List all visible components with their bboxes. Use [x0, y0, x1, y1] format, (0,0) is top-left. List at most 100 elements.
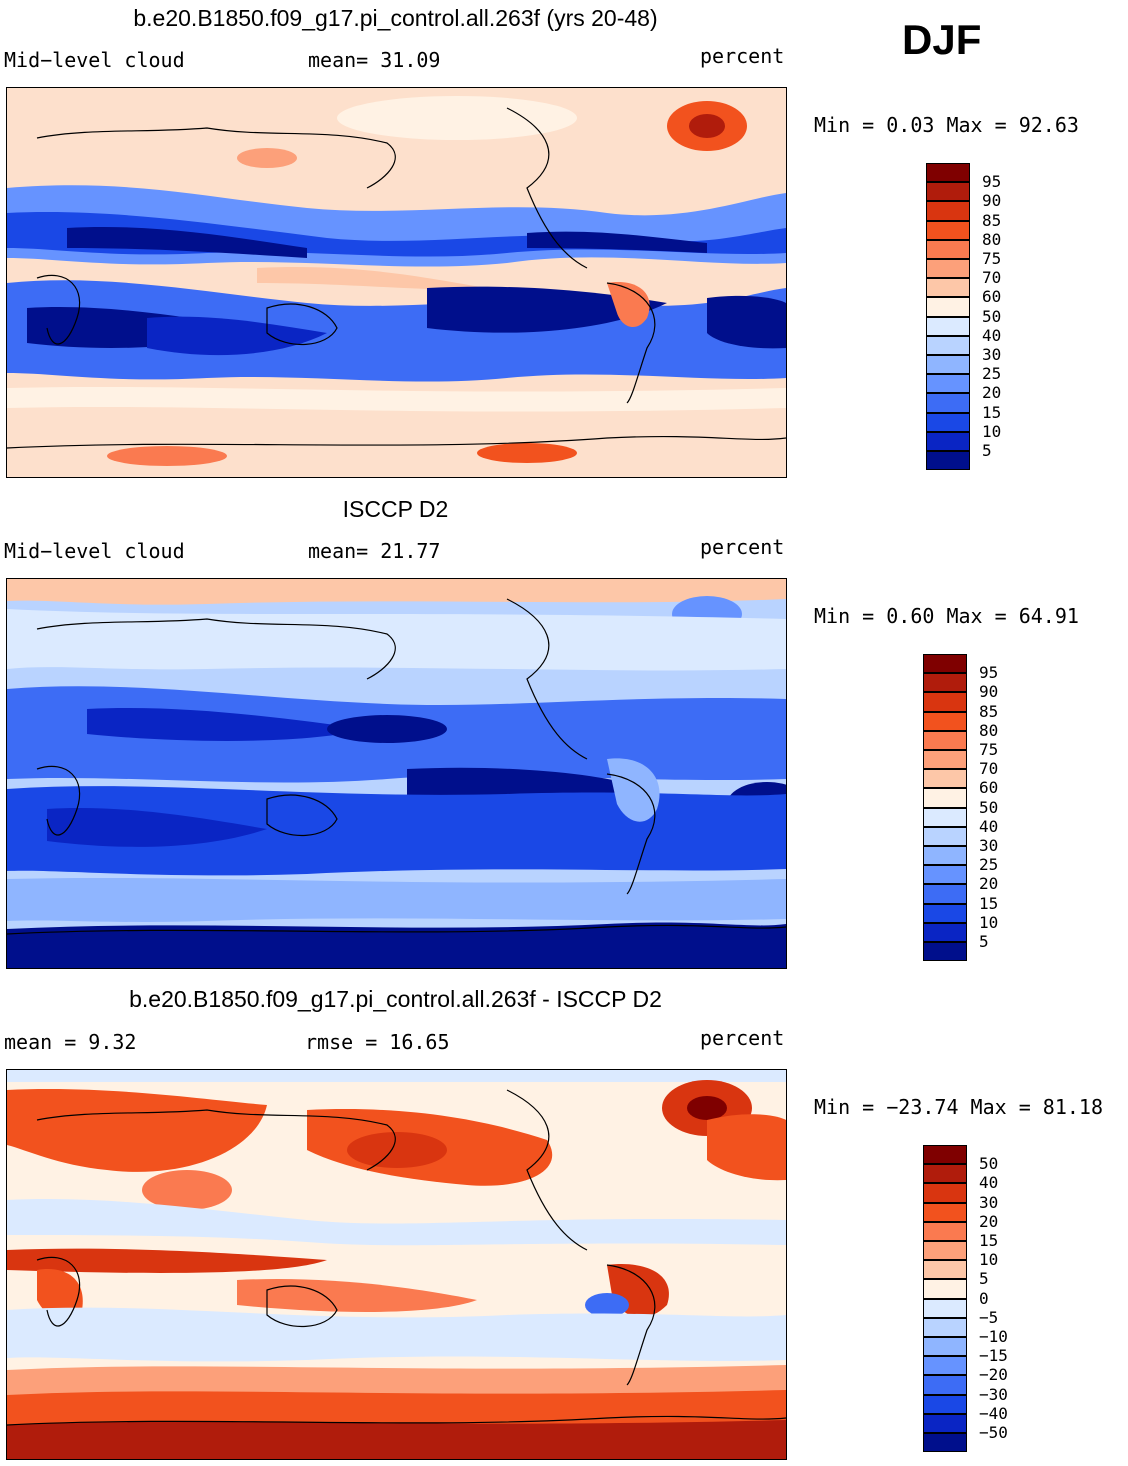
colorbar-swatch — [923, 1202, 967, 1222]
colorbar-swatch — [926, 239, 970, 259]
colorbar-label: 0 — [979, 1288, 989, 1308]
panel-3-title: b.e20.B1850.f09_g17.pi_control.all.263f … — [129, 986, 662, 1012]
season-label: DJF — [902, 16, 982, 63]
colorbar-label: 40 — [979, 816, 999, 836]
colorbar-swatch — [926, 412, 970, 432]
colorbar-swatch — [926, 431, 970, 451]
colorbar-label: 5 — [979, 932, 989, 951]
colorbar-label: −30 — [979, 1384, 1008, 1404]
colorbar-label: −40 — [979, 1403, 1008, 1423]
colorbar-swatch — [926, 182, 970, 202]
colorbar-label: 30 — [979, 836, 999, 855]
colorbar-swatch — [923, 730, 967, 750]
colorbar-swatch — [923, 922, 967, 942]
colorbar-label: 95 — [979, 663, 999, 683]
panel-3-mean: mean = 9.32 — [4, 1030, 137, 1054]
colorbar-swatch — [923, 826, 967, 846]
colorbar-label: 50 — [979, 797, 999, 817]
colorbar-label: 30 — [979, 1192, 999, 1212]
colorbar-swatch — [923, 1260, 967, 1280]
colorbar-swatch — [923, 1413, 967, 1433]
colorbar-label: 15 — [982, 402, 1002, 422]
colorbar-label: 80 — [982, 229, 1002, 249]
panel-3-map — [6, 1069, 787, 1460]
colorbar-label: 75 — [982, 249, 1002, 268]
panel-3-min-max: Min = −23.74 Max = 81.18 — [814, 1095, 1103, 1119]
colorbar-label: 25 — [982, 364, 1002, 384]
colorbar-label: 85 — [979, 701, 999, 721]
panel-1-mean: mean= 31.09 — [308, 48, 441, 72]
colorbar-swatch — [923, 1433, 967, 1453]
panel-2-min-max: Min = 0.60 Max = 64.91 — [814, 604, 1079, 628]
panel-3-rmse: rmse = 16.65 — [305, 1030, 450, 1054]
colorbar-swatch — [926, 335, 970, 355]
colorbar-swatch — [923, 1183, 967, 1203]
colorbar-swatch — [926, 316, 970, 336]
colorbar-swatch — [923, 846, 967, 866]
colorbar-label: 40 — [979, 1173, 999, 1193]
colorbar-label: 15 — [979, 893, 999, 913]
colorbar-swatch — [923, 673, 967, 693]
colorbar-label: 90 — [982, 191, 1002, 211]
colorbar-swatch — [923, 1394, 967, 1414]
colorbar-swatch — [923, 750, 967, 770]
colorbar-swatch — [923, 1317, 967, 1337]
colorbar-swatch — [923, 711, 967, 731]
colorbar-swatch — [926, 220, 970, 240]
colorbar-label: 75 — [979, 740, 999, 759]
colorbar-label: 40 — [982, 325, 1002, 345]
colorbar-swatch — [923, 1356, 967, 1376]
colorbar-label: 50 — [982, 306, 1002, 326]
colorbar-swatch — [923, 1241, 967, 1261]
colorbar-label: −15 — [979, 1346, 1008, 1366]
colorbar-swatch — [926, 297, 970, 317]
colorbar-label: −20 — [979, 1365, 1008, 1385]
colorbar-swatch — [923, 903, 967, 923]
panel-2-units: percent — [700, 535, 785, 559]
panel-2-mean: mean= 21.77 — [308, 539, 441, 563]
panel-2-title: ISCCP D2 — [342, 496, 449, 522]
colorbar-swatch — [923, 1145, 967, 1165]
colorbar-swatch — [923, 942, 967, 962]
colorbar-label: 25 — [979, 855, 999, 875]
colorbar-swatch — [926, 451, 970, 471]
colorbar-label: 70 — [982, 268, 1002, 288]
colorbar-swatch — [923, 654, 967, 674]
colorbar-label: −10 — [979, 1327, 1008, 1346]
colorbar-swatch — [926, 163, 970, 183]
colorbar-label: 10 — [979, 912, 999, 932]
colorbar-label: 20 — [979, 1211, 999, 1231]
colorbar-swatch — [926, 355, 970, 375]
colorbar-swatch — [923, 1221, 967, 1241]
colorbar-swatch — [926, 259, 970, 279]
colorbar-swatch — [923, 807, 967, 827]
colorbar-swatch — [923, 692, 967, 712]
panel-1-units: percent — [700, 44, 785, 68]
colorbar-swatch — [923, 1375, 967, 1395]
colorbar-label: 20 — [982, 383, 1002, 403]
panel-1-title: b.e20.B1850.f09_g17.pi_control.all.263f … — [133, 5, 658, 31]
panel-2-variable-label: Mid−level cloud — [4, 539, 185, 563]
colorbar-label: 10 — [982, 421, 1002, 441]
colorbar-swatch — [926, 201, 970, 221]
colorbar-swatch — [923, 884, 967, 904]
colorbar-swatch — [923, 1298, 967, 1318]
colorbar-label: 10 — [979, 1250, 999, 1270]
panel-1-min-max: Min = 0.03 Max = 92.63 — [814, 113, 1079, 137]
colorbar-label: −50 — [979, 1423, 1008, 1442]
panel-1-map — [6, 87, 787, 478]
colorbar-swatch — [926, 374, 970, 394]
colorbar-label: 5 — [982, 441, 992, 460]
colorbar-label: 15 — [979, 1231, 999, 1250]
colorbar-swatch — [926, 278, 970, 298]
panel-1-variable-label: Mid−level cloud — [4, 48, 185, 72]
colorbar-swatch — [923, 1279, 967, 1299]
colorbar-label: 60 — [982, 287, 1002, 307]
colorbar-label: 5 — [979, 1269, 989, 1289]
colorbar-label: 30 — [982, 345, 1002, 364]
colorbar-label: 90 — [979, 682, 999, 702]
colorbar-label: 70 — [979, 759, 999, 779]
colorbar-swatch — [923, 1337, 967, 1357]
colorbar-label: 50 — [979, 1154, 999, 1174]
colorbar-label: 80 — [979, 720, 999, 740]
